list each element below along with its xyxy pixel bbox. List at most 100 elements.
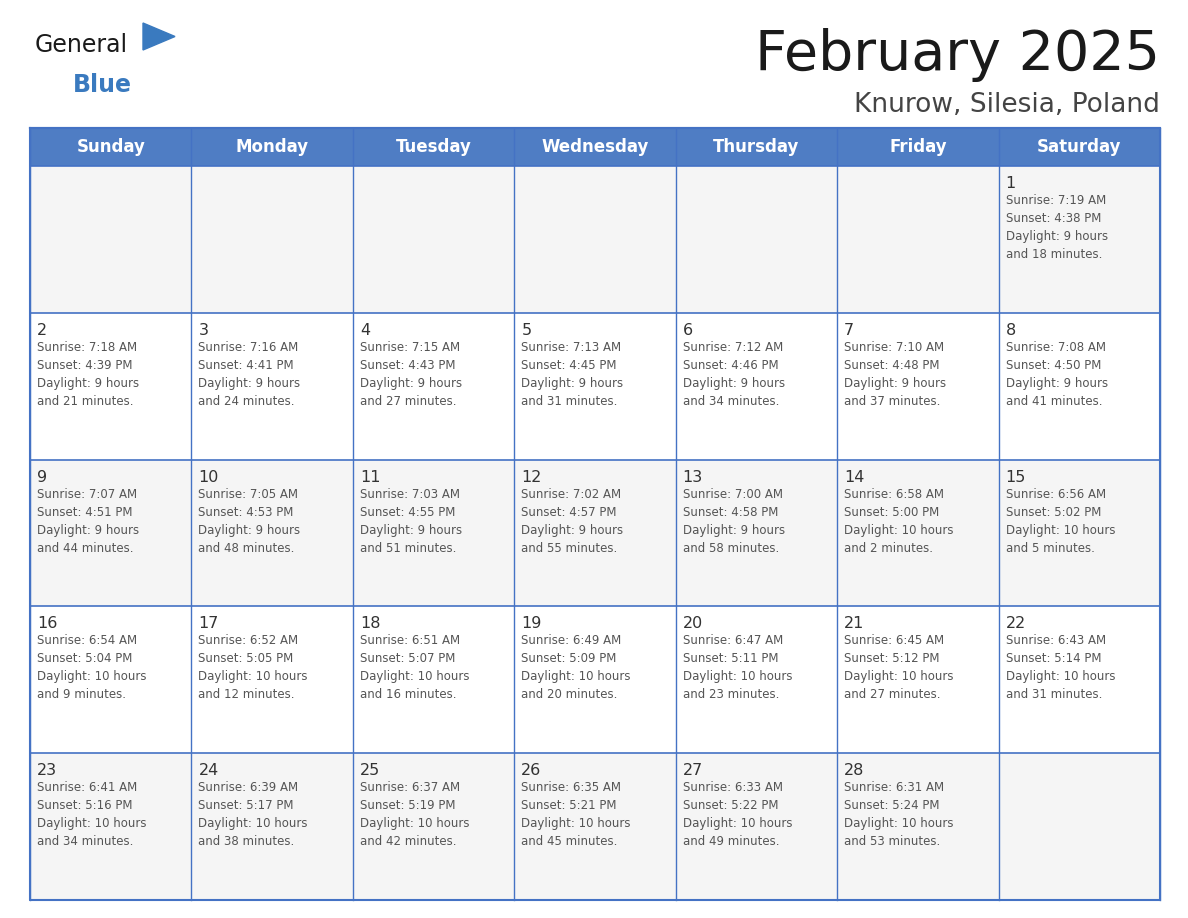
Text: Sunrise: 6:51 AM
Sunset: 5:07 PM
Daylight: 10 hours
and 16 minutes.: Sunrise: 6:51 AM Sunset: 5:07 PM Dayligh… — [360, 634, 469, 701]
Text: 2: 2 — [37, 323, 48, 338]
Text: 24: 24 — [198, 763, 219, 778]
Text: Thursday: Thursday — [713, 138, 800, 156]
Bar — [676, 166, 838, 313]
Text: 22: 22 — [1005, 616, 1025, 632]
Text: 3: 3 — [198, 323, 208, 338]
Text: Sunrise: 6:35 AM
Sunset: 5:21 PM
Daylight: 10 hours
and 45 minutes.: Sunrise: 6:35 AM Sunset: 5:21 PM Dayligh… — [522, 781, 631, 848]
Bar — [999, 313, 1159, 460]
Text: Blue: Blue — [72, 73, 132, 97]
Text: 10: 10 — [198, 470, 219, 485]
Text: Sunrise: 7:07 AM
Sunset: 4:51 PM
Daylight: 9 hours
and 44 minutes.: Sunrise: 7:07 AM Sunset: 4:51 PM Dayligh… — [37, 487, 139, 554]
Bar — [676, 753, 838, 900]
Text: Monday: Monday — [235, 138, 309, 156]
Text: Sunrise: 7:19 AM
Sunset: 4:38 PM
Daylight: 9 hours
and 18 minutes.: Sunrise: 7:19 AM Sunset: 4:38 PM Dayligh… — [1005, 194, 1107, 261]
Text: Sunrise: 6:47 AM
Sunset: 5:11 PM
Daylight: 10 hours
and 23 minutes.: Sunrise: 6:47 AM Sunset: 5:11 PM Dayligh… — [683, 634, 792, 701]
Bar — [838, 753, 999, 900]
Text: Sunrise: 6:45 AM
Sunset: 5:12 PM
Daylight: 10 hours
and 27 minutes.: Sunrise: 6:45 AM Sunset: 5:12 PM Dayligh… — [845, 634, 954, 701]
Text: Tuesday: Tuesday — [396, 138, 472, 156]
Text: Sunrise: 7:10 AM
Sunset: 4:48 PM
Daylight: 9 hours
and 37 minutes.: Sunrise: 7:10 AM Sunset: 4:48 PM Dayligh… — [845, 341, 947, 408]
Text: Sunrise: 6:41 AM
Sunset: 5:16 PM
Daylight: 10 hours
and 34 minutes.: Sunrise: 6:41 AM Sunset: 5:16 PM Dayligh… — [37, 781, 146, 848]
Bar — [514, 166, 676, 313]
Text: Sunrise: 7:15 AM
Sunset: 4:43 PM
Daylight: 9 hours
and 27 minutes.: Sunrise: 7:15 AM Sunset: 4:43 PM Dayligh… — [360, 341, 462, 408]
Text: Sunrise: 7:02 AM
Sunset: 4:57 PM
Daylight: 9 hours
and 55 minutes.: Sunrise: 7:02 AM Sunset: 4:57 PM Dayligh… — [522, 487, 624, 554]
Text: 17: 17 — [198, 616, 219, 632]
Bar — [676, 313, 838, 460]
Bar — [514, 607, 676, 753]
Text: 16: 16 — [37, 616, 57, 632]
Text: 21: 21 — [845, 616, 865, 632]
Text: Sunrise: 7:18 AM
Sunset: 4:39 PM
Daylight: 9 hours
and 21 minutes.: Sunrise: 7:18 AM Sunset: 4:39 PM Dayligh… — [37, 341, 139, 408]
Bar — [999, 753, 1159, 900]
Text: Sunrise: 6:49 AM
Sunset: 5:09 PM
Daylight: 10 hours
and 20 minutes.: Sunrise: 6:49 AM Sunset: 5:09 PM Dayligh… — [522, 634, 631, 701]
Text: Sunrise: 6:43 AM
Sunset: 5:14 PM
Daylight: 10 hours
and 31 minutes.: Sunrise: 6:43 AM Sunset: 5:14 PM Dayligh… — [1005, 634, 1116, 701]
Bar — [353, 166, 514, 313]
Text: 4: 4 — [360, 323, 369, 338]
Bar — [191, 313, 353, 460]
Bar — [999, 607, 1159, 753]
Bar — [30, 607, 191, 753]
Bar — [353, 753, 514, 900]
Text: 18: 18 — [360, 616, 380, 632]
Text: 7: 7 — [845, 323, 854, 338]
Text: Sunrise: 7:08 AM
Sunset: 4:50 PM
Daylight: 9 hours
and 41 minutes.: Sunrise: 7:08 AM Sunset: 4:50 PM Dayligh… — [1005, 341, 1107, 408]
Bar — [676, 460, 838, 607]
Bar — [838, 607, 999, 753]
Bar — [514, 460, 676, 607]
Text: Knurow, Silesia, Poland: Knurow, Silesia, Poland — [854, 92, 1159, 118]
Text: 8: 8 — [1005, 323, 1016, 338]
Text: 19: 19 — [522, 616, 542, 632]
Text: 11: 11 — [360, 470, 380, 485]
Text: Friday: Friday — [889, 138, 947, 156]
Bar — [676, 607, 838, 753]
Bar — [353, 313, 514, 460]
Text: 6: 6 — [683, 323, 693, 338]
Bar — [838, 460, 999, 607]
Text: Sunrise: 7:16 AM
Sunset: 4:41 PM
Daylight: 9 hours
and 24 minutes.: Sunrise: 7:16 AM Sunset: 4:41 PM Dayligh… — [198, 341, 301, 408]
Bar — [191, 166, 353, 313]
Bar — [353, 607, 514, 753]
Text: 26: 26 — [522, 763, 542, 778]
Text: Sunrise: 6:31 AM
Sunset: 5:24 PM
Daylight: 10 hours
and 53 minutes.: Sunrise: 6:31 AM Sunset: 5:24 PM Dayligh… — [845, 781, 954, 848]
Bar — [838, 313, 999, 460]
Bar — [838, 166, 999, 313]
Bar — [30, 460, 191, 607]
Text: Sunrise: 6:52 AM
Sunset: 5:05 PM
Daylight: 10 hours
and 12 minutes.: Sunrise: 6:52 AM Sunset: 5:05 PM Dayligh… — [198, 634, 308, 701]
Text: Sunrise: 6:56 AM
Sunset: 5:02 PM
Daylight: 10 hours
and 5 minutes.: Sunrise: 6:56 AM Sunset: 5:02 PM Dayligh… — [1005, 487, 1116, 554]
Text: Sunrise: 6:37 AM
Sunset: 5:19 PM
Daylight: 10 hours
and 42 minutes.: Sunrise: 6:37 AM Sunset: 5:19 PM Dayligh… — [360, 781, 469, 848]
Bar — [514, 313, 676, 460]
Text: Sunrise: 6:58 AM
Sunset: 5:00 PM
Daylight: 10 hours
and 2 minutes.: Sunrise: 6:58 AM Sunset: 5:00 PM Dayligh… — [845, 487, 954, 554]
Bar — [999, 166, 1159, 313]
Bar — [353, 460, 514, 607]
Text: General: General — [34, 33, 128, 57]
Bar — [30, 166, 191, 313]
Text: 14: 14 — [845, 470, 865, 485]
Text: 5: 5 — [522, 323, 531, 338]
Bar — [191, 460, 353, 607]
Text: 1: 1 — [1005, 176, 1016, 191]
Text: Sunrise: 7:13 AM
Sunset: 4:45 PM
Daylight: 9 hours
and 31 minutes.: Sunrise: 7:13 AM Sunset: 4:45 PM Dayligh… — [522, 341, 624, 408]
Bar — [191, 753, 353, 900]
Text: 13: 13 — [683, 470, 703, 485]
Text: February 2025: February 2025 — [756, 28, 1159, 82]
Text: 27: 27 — [683, 763, 703, 778]
Bar — [514, 753, 676, 900]
Text: Sunrise: 6:54 AM
Sunset: 5:04 PM
Daylight: 10 hours
and 9 minutes.: Sunrise: 6:54 AM Sunset: 5:04 PM Dayligh… — [37, 634, 146, 701]
Text: 23: 23 — [37, 763, 57, 778]
Text: 12: 12 — [522, 470, 542, 485]
Bar — [30, 128, 1159, 166]
Text: Sunrise: 7:03 AM
Sunset: 4:55 PM
Daylight: 9 hours
and 51 minutes.: Sunrise: 7:03 AM Sunset: 4:55 PM Dayligh… — [360, 487, 462, 554]
Text: Wednesday: Wednesday — [542, 138, 649, 156]
Text: 9: 9 — [37, 470, 48, 485]
Text: 25: 25 — [360, 763, 380, 778]
Text: Sunrise: 7:00 AM
Sunset: 4:58 PM
Daylight: 9 hours
and 58 minutes.: Sunrise: 7:00 AM Sunset: 4:58 PM Dayligh… — [683, 487, 785, 554]
Text: Sunrise: 6:33 AM
Sunset: 5:22 PM
Daylight: 10 hours
and 49 minutes.: Sunrise: 6:33 AM Sunset: 5:22 PM Dayligh… — [683, 781, 792, 848]
Bar — [30, 313, 191, 460]
Bar — [999, 460, 1159, 607]
Text: Sunrise: 6:39 AM
Sunset: 5:17 PM
Daylight: 10 hours
and 38 minutes.: Sunrise: 6:39 AM Sunset: 5:17 PM Dayligh… — [198, 781, 308, 848]
Text: 15: 15 — [1005, 470, 1026, 485]
Text: Saturday: Saturday — [1037, 138, 1121, 156]
Polygon shape — [143, 23, 175, 50]
Text: Sunrise: 7:12 AM
Sunset: 4:46 PM
Daylight: 9 hours
and 34 minutes.: Sunrise: 7:12 AM Sunset: 4:46 PM Dayligh… — [683, 341, 785, 408]
Text: Sunrise: 7:05 AM
Sunset: 4:53 PM
Daylight: 9 hours
and 48 minutes.: Sunrise: 7:05 AM Sunset: 4:53 PM Dayligh… — [198, 487, 301, 554]
Text: 20: 20 — [683, 616, 703, 632]
